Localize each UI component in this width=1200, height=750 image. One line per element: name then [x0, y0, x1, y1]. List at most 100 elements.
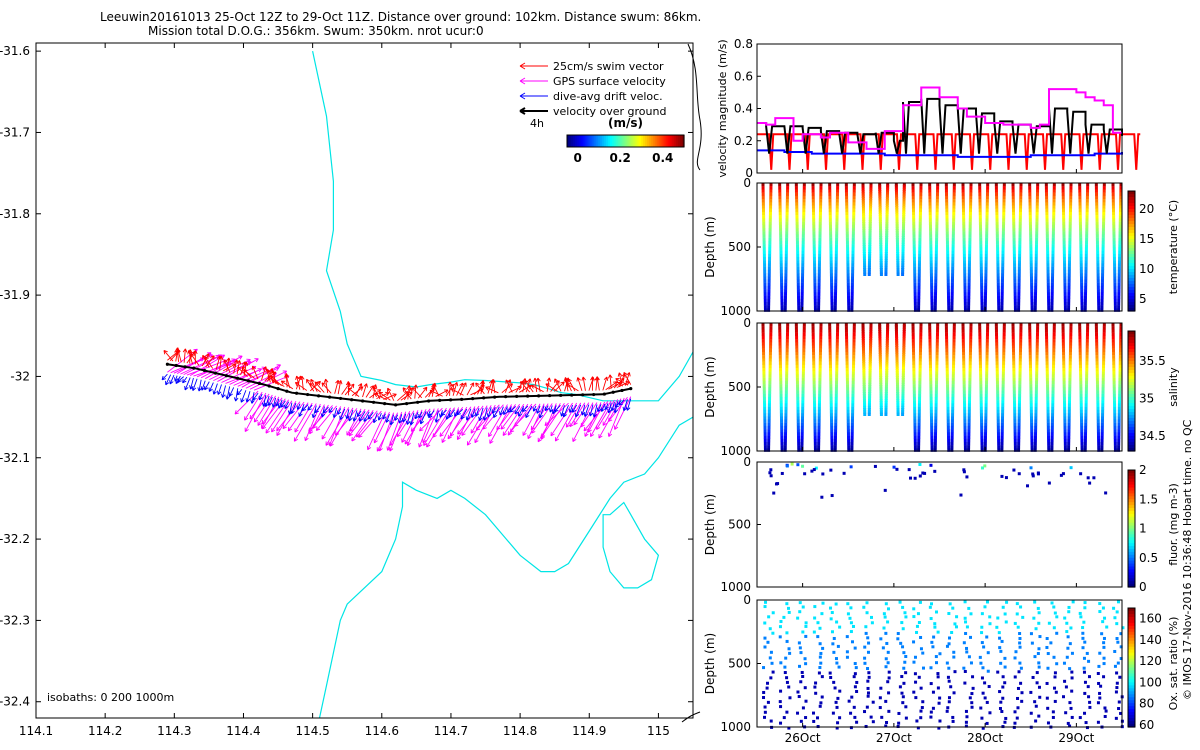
profile-point [1085, 355, 1089, 359]
colorbar-cell [674, 135, 677, 147]
profile-point [917, 442, 921, 446]
profile-point [1118, 228, 1122, 232]
profile-point [795, 208, 799, 213]
map-xtick-label: 114.8 [503, 724, 537, 738]
profile-point [979, 396, 983, 401]
profile-point [784, 409, 788, 414]
profile-point [1112, 224, 1116, 229]
profile-point [1035, 377, 1039, 382]
profile-point [818, 215, 822, 219]
profile-point [862, 366, 866, 371]
profile-point [1063, 413, 1067, 417]
profile-point [850, 435, 854, 439]
profile-point [895, 235, 899, 240]
profile-point [818, 211, 822, 216]
profile-point [884, 391, 888, 396]
profile-point [769, 332, 773, 337]
profile-point [1085, 199, 1089, 203]
profile-point [1029, 266, 1033, 271]
drift-vector [372, 412, 378, 424]
gps-vector [276, 401, 301, 432]
profile-point [1001, 387, 1005, 391]
profile-point [947, 612, 951, 616]
profile-point [800, 282, 804, 287]
profile-point [1068, 384, 1072, 388]
colorbar-cell [1128, 581, 1135, 585]
profile-point [1034, 413, 1038, 417]
profile-point [918, 390, 922, 394]
profile-point [784, 250, 788, 254]
profile-point [763, 289, 767, 293]
profile-point [1066, 635, 1070, 639]
profile-point [851, 247, 855, 251]
profile-point [1082, 620, 1086, 624]
profile-point [1034, 263, 1038, 267]
profile-point [945, 215, 949, 219]
profile-point [917, 285, 921, 290]
profile-point [851, 266, 855, 271]
profile-point [852, 186, 856, 190]
profile-point [851, 231, 855, 235]
profile-point [1045, 348, 1049, 353]
profile-point [813, 605, 817, 609]
profile-point [1102, 224, 1106, 229]
profile-point [1011, 189, 1015, 193]
profile-point [979, 409, 983, 414]
colorbar-cell [568, 135, 572, 147]
profile-point [994, 186, 998, 190]
profile-point [779, 377, 783, 382]
colorbar-cell [1128, 394, 1135, 398]
profile-point [918, 396, 922, 401]
profile-point [1067, 425, 1071, 430]
profile-point [1113, 419, 1117, 423]
profile-point [801, 377, 805, 382]
profile-point [1030, 292, 1034, 296]
profile-point [819, 186, 823, 190]
profile-point [829, 380, 833, 385]
profile-point [913, 295, 917, 299]
profile-point [1102, 215, 1106, 219]
profile-point [1012, 396, 1016, 401]
swim-vector [615, 378, 629, 386]
profile-point [862, 228, 866, 233]
profile-point [1030, 285, 1034, 290]
profile-point [1035, 211, 1039, 216]
profile-point [812, 211, 816, 216]
profile-point [1069, 326, 1073, 330]
profile-point [1069, 342, 1073, 346]
profile-point [861, 348, 865, 352]
profile-point [952, 361, 956, 365]
profile-point [1018, 234, 1022, 238]
profile-point [969, 345, 973, 349]
profile-point [801, 266, 805, 271]
profile-point [801, 384, 805, 388]
profile-point [1117, 700, 1121, 704]
profile-point [1035, 355, 1039, 359]
profile-point [762, 374, 766, 378]
profile-point [935, 240, 939, 245]
profile-point [901, 270, 905, 274]
colorbar-cell [1128, 634, 1135, 639]
profile-point [899, 641, 903, 645]
profile-point [796, 432, 800, 436]
profile-point [933, 625, 937, 629]
profile-point [1084, 266, 1088, 271]
profile-point [978, 192, 982, 197]
profile-point [1097, 308, 1101, 312]
profile-point [1078, 716, 1082, 720]
colorbar-cell [1128, 481, 1135, 486]
profile-point [762, 253, 766, 258]
profile-point [1002, 364, 1006, 369]
profile-point [934, 256, 938, 261]
profile-point [922, 666, 925, 670]
map-xtick-label: 114.7 [434, 724, 468, 738]
profile-point [779, 263, 783, 267]
profile-point [887, 691, 891, 695]
profile-point [1029, 400, 1033, 404]
profile-point [855, 689, 859, 693]
profile-point [1104, 709, 1108, 713]
profile-point [1078, 351, 1082, 356]
profile-point [852, 211, 856, 216]
profile-point [862, 235, 866, 240]
profile-point [1112, 237, 1116, 242]
